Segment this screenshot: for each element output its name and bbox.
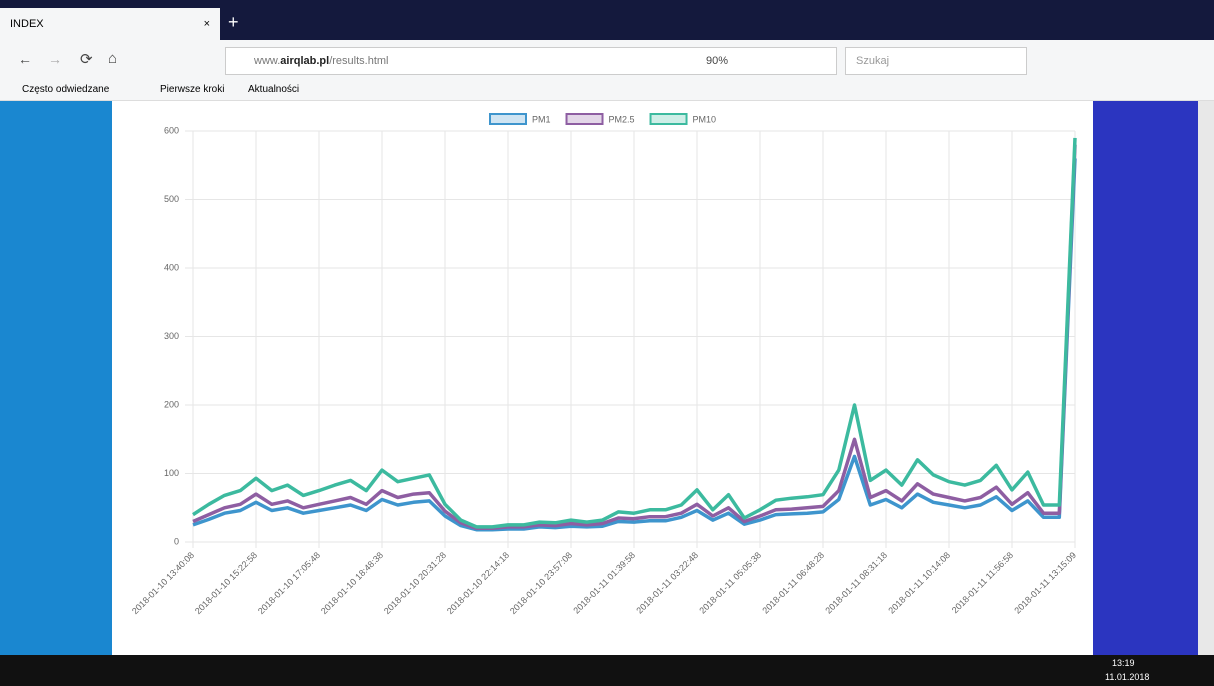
page: INDEX× + ← → ⟳ ⌂ www.airqlab.pl/results.…: [0, 0, 1214, 686]
x-tick-label: 2018-01-10 17:05:48: [256, 550, 322, 616]
clock-date: 11.01.2018: [1105, 672, 1149, 682]
x-tick-label: 2018-01-11 06:48:28: [760, 550, 826, 616]
x-tick-label: 2018-01-11 05:05:38: [697, 550, 763, 616]
legend-swatch: [651, 114, 687, 124]
y-tick-label: 0: [174, 536, 179, 546]
x-tick-label: 2018-01-10 22:14:18: [445, 550, 511, 616]
x-tick-label: 2018-01-10 23:57:08: [508, 550, 574, 616]
legend-label: PM10: [693, 114, 717, 124]
legend: PM1 PM2.5 PM10: [490, 114, 716, 124]
x-tick-label: 2018-01-11 11:56:58: [950, 550, 1015, 615]
x-tick-label: 2018-01-11 08:31:18: [823, 550, 889, 616]
right-panel: [1093, 101, 1198, 655]
legend-label: PM1: [532, 114, 551, 124]
legend-label: PM2.5: [609, 114, 635, 124]
clock-time: 13:19: [1112, 658, 1135, 668]
legend-swatch: [567, 114, 603, 124]
y-tick-label: 400: [164, 262, 179, 272]
scrollbar[interactable]: [1198, 101, 1214, 655]
x-tick-label: 2018-01-11 10:14:08: [886, 550, 952, 616]
taskbar: 13:19 11.01.2018: [0, 655, 1214, 686]
x-tick-label: 2018-01-10 20:31:28: [382, 550, 448, 616]
x-tick-label: 2018-01-10 15:22:58: [193, 550, 259, 616]
x-tick-label: 2018-01-10 13:40:08: [130, 550, 196, 616]
x-tick-label: 2018-01-11 01:39:58: [571, 550, 637, 616]
x-tick-label: 2018-01-11 03:22:48: [634, 550, 700, 616]
y-tick-label: 500: [164, 194, 179, 204]
y-tick-label: 200: [164, 399, 179, 409]
legend-swatch: [490, 114, 526, 124]
y-tick-label: 100: [164, 468, 179, 478]
y-tick-label: 600: [164, 125, 179, 135]
x-tick-label: 2018-01-10 18:48:38: [319, 550, 385, 616]
x-tick-label: 2018-01-11 13:15:09: [1012, 550, 1078, 616]
y-tick-label: 300: [164, 331, 179, 341]
